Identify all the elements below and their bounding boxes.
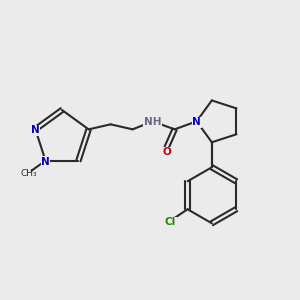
Text: N: N bbox=[192, 117, 201, 127]
Text: NH: NH bbox=[144, 117, 161, 127]
Text: Cl: Cl bbox=[165, 217, 176, 227]
Text: N: N bbox=[31, 125, 40, 135]
Text: CH₃: CH₃ bbox=[20, 169, 37, 178]
Text: N: N bbox=[41, 157, 50, 167]
Text: O: O bbox=[162, 147, 171, 157]
